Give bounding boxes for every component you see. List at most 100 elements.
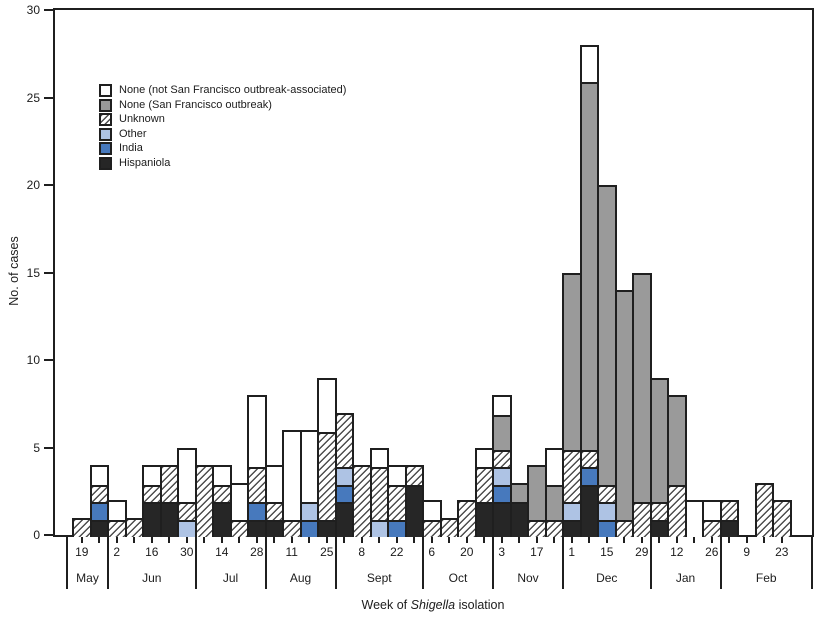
x-axis-tick <box>675 537 678 543</box>
bar-segment-unknown <box>774 502 790 537</box>
y-axis-tick-label: 15 <box>26 265 40 280</box>
bar <box>772 500 792 537</box>
bar-segment-none_white <box>214 467 230 485</box>
x-axis-tick <box>115 537 118 543</box>
bar-segment-none_sf <box>564 274 580 450</box>
bar-segment-hispaniola <box>581 484 597 537</box>
bar-segment-none_white <box>144 467 160 485</box>
x-axis-title-suffix: isolation <box>455 598 505 612</box>
bar-segment-none_sf <box>494 414 510 450</box>
x-month-label: Jan <box>675 571 696 585</box>
x-axis-tick <box>518 537 521 543</box>
legend-label: None (not San Francisco outbreak-associa… <box>119 84 347 96</box>
bar-segment-unknown <box>91 484 107 502</box>
x-week-label: 3 <box>498 545 506 559</box>
month-separator <box>194 537 197 589</box>
month-separator <box>811 537 813 589</box>
bar <box>404 465 424 537</box>
bar-segment-hispaniola <box>476 502 492 537</box>
x-week-label: 20 <box>460 545 474 559</box>
bar <box>387 465 407 537</box>
month-separator <box>264 537 267 589</box>
bar <box>247 395 267 537</box>
bar <box>509 482 529 537</box>
bar <box>334 412 354 537</box>
bar-segment-none_white <box>301 432 317 502</box>
x-axis-tick <box>98 537 101 543</box>
x-month-label: May <box>76 571 99 585</box>
month-separator <box>107 537 109 589</box>
x-month-label: Dec <box>596 571 618 585</box>
bar-segment-hispaniola <box>336 502 352 537</box>
bar <box>754 482 774 537</box>
x-axis-tick <box>623 537 626 543</box>
bar-segment-none_white <box>371 449 387 467</box>
bar-segment-other <box>301 502 317 520</box>
x-axis-tick <box>150 537 153 543</box>
bar-segment-none_sf <box>581 82 597 450</box>
legend-item-india: India <box>99 142 346 156</box>
bar-segment-none_white <box>476 449 492 467</box>
x-week-label: 25 <box>320 545 334 559</box>
bar-segment-none_white <box>389 467 405 485</box>
bar-segment-unknown <box>441 519 457 537</box>
x-axis-tick <box>273 537 276 543</box>
x-axis-tick <box>185 537 188 543</box>
bar-segment-hispaniola <box>406 484 422 537</box>
bar-segment-other <box>371 519 387 537</box>
x-axis-tick <box>203 537 206 543</box>
bar <box>229 482 249 537</box>
bar <box>457 500 477 537</box>
x-month-label: Jun <box>142 571 162 585</box>
bar-segment-india <box>389 519 405 537</box>
x-axis-tick <box>535 537 538 543</box>
bar-segment-none_white <box>686 502 702 537</box>
bar-segment-none_sf <box>616 292 632 520</box>
bar-segment-india <box>599 519 615 537</box>
bar-segment-unknown <box>179 502 195 520</box>
bar-segment-none_white <box>109 502 125 520</box>
bar-segment-none_white <box>424 502 440 520</box>
y-axis-tick <box>44 184 53 186</box>
bar <box>177 447 197 537</box>
x-axis-title-prefix: Week of <box>361 598 411 612</box>
bar-segment-unknown <box>354 467 370 537</box>
x-month-label: Jul <box>222 571 239 585</box>
bar-segment-unknown <box>651 502 667 520</box>
x-axis-tick <box>220 537 223 543</box>
bar-segment-unknown <box>74 519 90 537</box>
bar-segment-unknown <box>599 484 615 502</box>
x-axis-tick <box>693 537 696 543</box>
bar-segment-unknown <box>371 467 387 520</box>
bar-segment-none_sf <box>651 379 667 502</box>
bar-segment-hispaniola <box>721 519 737 537</box>
bar-segment-unknown <box>669 484 685 537</box>
bar-segment-none_sf <box>669 397 685 485</box>
bar-segment-hispaniola <box>214 502 230 537</box>
bar-segment-none_white <box>249 397 265 467</box>
bar-segment-unknown <box>581 449 597 467</box>
x-week-label: 2 <box>113 545 121 559</box>
x-axis-title: Week of Shigella isolation <box>233 598 633 612</box>
bar-segment-unknown <box>459 502 475 537</box>
bar-segment-hispaniola <box>249 519 265 537</box>
y-axis-tick <box>44 359 53 361</box>
bar <box>562 272 582 537</box>
x-axis-tick <box>80 537 83 543</box>
bar-segment-none_white <box>546 449 562 485</box>
bar-segment-unknown <box>144 484 160 502</box>
bar-segment-unknown <box>266 502 282 520</box>
bar-segment-hispaniola <box>564 519 580 537</box>
bar-segment-unknown <box>616 519 632 537</box>
bar-segment-unknown <box>564 449 580 502</box>
bar <box>632 272 652 537</box>
bar-segment-other <box>336 467 352 485</box>
x-month-label: Sept <box>366 571 392 585</box>
month-separator <box>562 537 564 589</box>
bar-segment-unknown <box>704 519 720 537</box>
bar-segment-none_white <box>91 467 107 485</box>
x-axis-tick <box>343 537 346 543</box>
y-axis-tick <box>44 271 53 274</box>
bar-segment-none_sf <box>546 484 562 520</box>
